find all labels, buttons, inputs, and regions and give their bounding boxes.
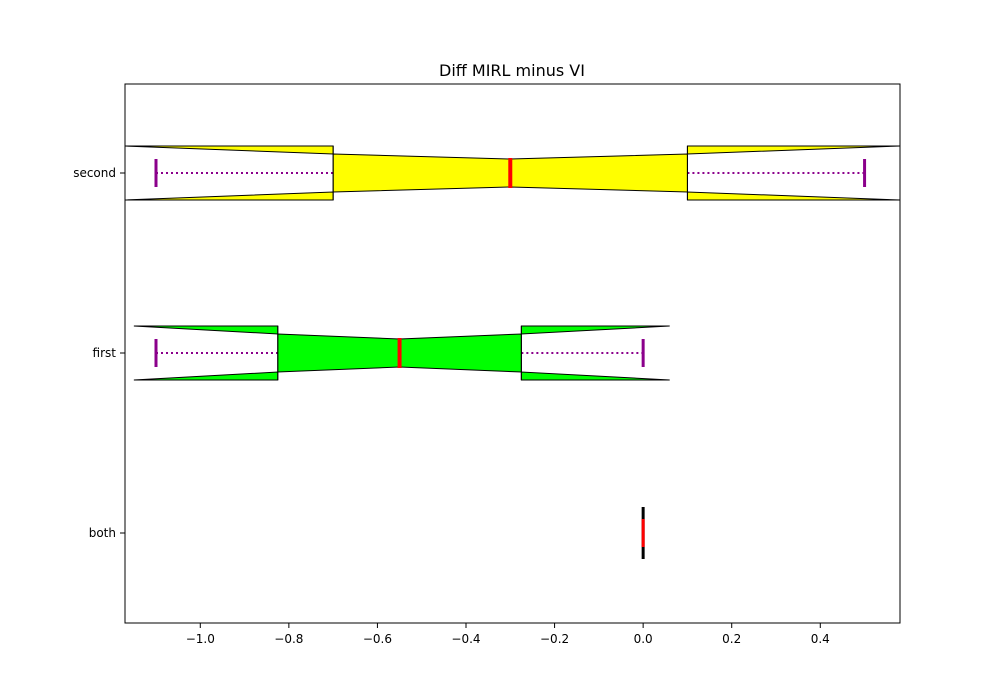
plot-area — [125, 145, 900, 559]
x-tick-label: −0.4 — [451, 632, 480, 646]
x-tick-label: −0.2 — [540, 632, 569, 646]
x-tick-label: 0.2 — [722, 632, 741, 646]
x-tick-label: −1.0 — [186, 632, 215, 646]
plot-marks — [125, 145, 900, 559]
x-tick-label: 0.0 — [634, 632, 653, 646]
box-second-notch-right-top — [686, 145, 900, 155]
box-second-notch-left-bottom — [125, 191, 334, 201]
x-tick-label: −0.8 — [274, 632, 303, 646]
y-axis: both first second — [73, 166, 125, 540]
box-first-notch-right-bottom — [520, 371, 670, 381]
y-tick-label: first — [93, 346, 117, 360]
chart-title: Diff MIRL minus VI — [439, 61, 585, 80]
box-first-notch-right-top — [520, 325, 670, 335]
y-tick-label: second — [73, 166, 116, 180]
box-second-notch-right-bottom — [686, 191, 900, 201]
box-first-notch-left-bottom — [133, 371, 279, 381]
x-tick-label: −0.6 — [363, 632, 392, 646]
box-first-notch-left-top — [133, 325, 279, 335]
y-tick-label: both — [89, 526, 116, 540]
box-second-notch-left-top — [125, 145, 334, 155]
x-tick-label: 0.4 — [811, 632, 830, 646]
x-axis: −1.0 −0.8 −0.6 −0.4 −0.2 0.0 0.2 0.4 — [186, 623, 830, 646]
